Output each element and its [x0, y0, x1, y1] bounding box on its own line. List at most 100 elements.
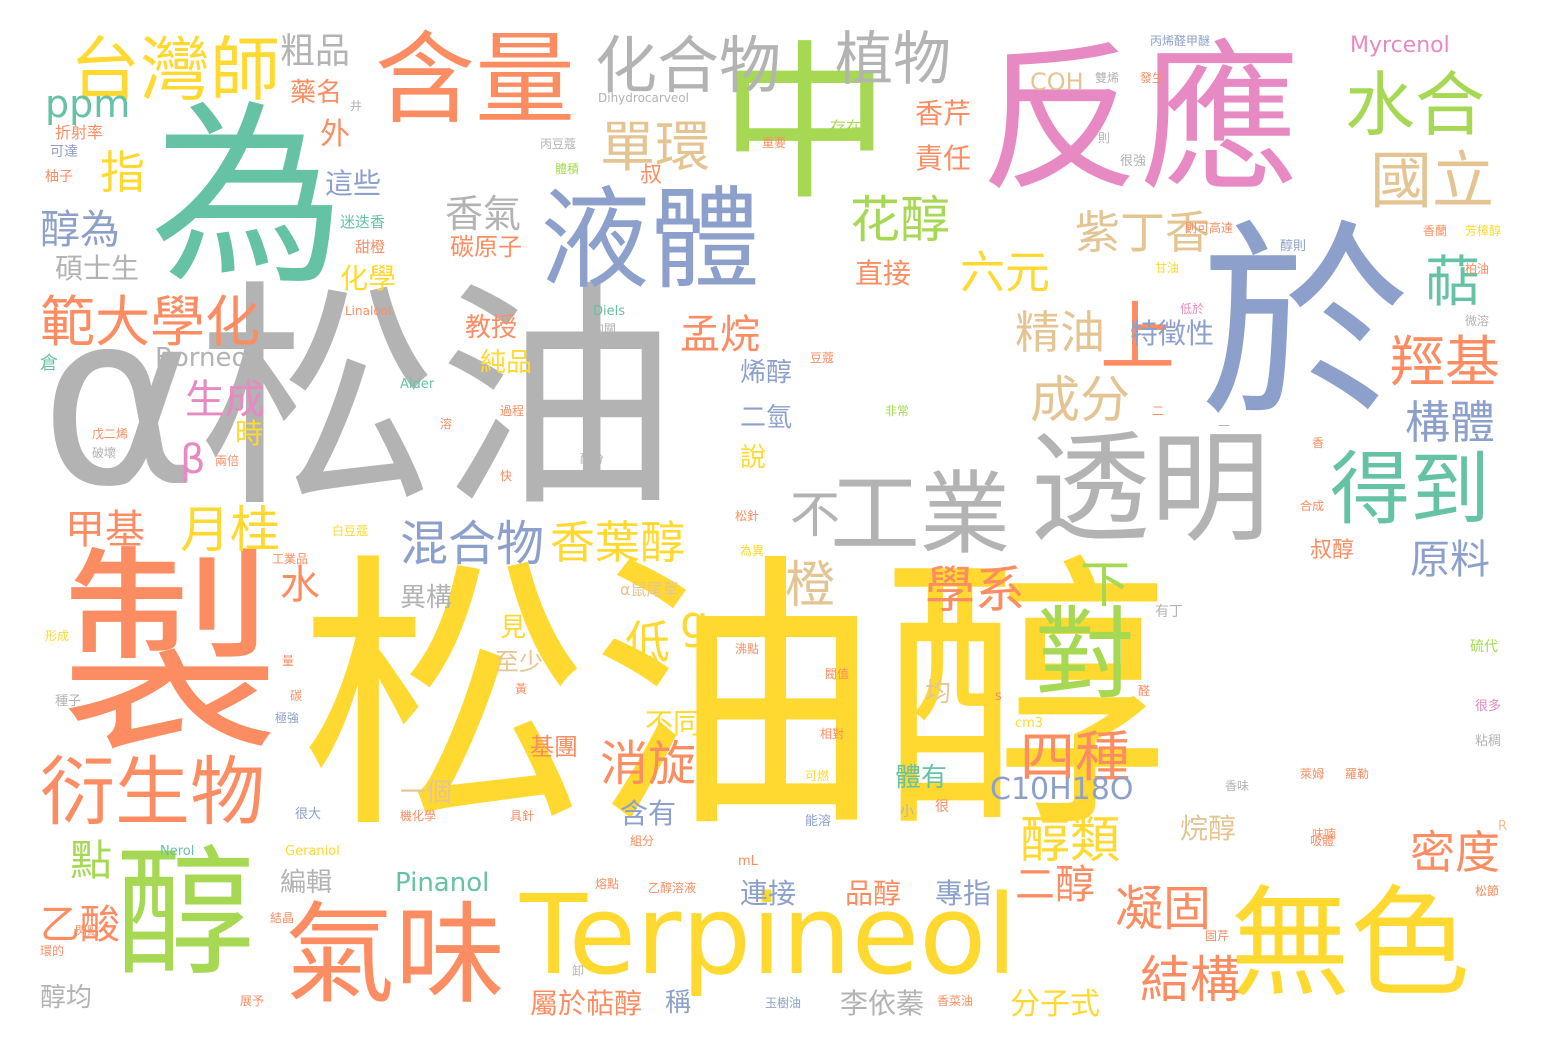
word-liangbei: 兩倍 — [215, 454, 240, 468]
word-taiwanshi: 台灣師 — [70, 29, 280, 111]
word-weirong: 微溶 — [1465, 314, 1490, 328]
word-feidian: 沸點 — [735, 642, 760, 656]
word-baidoukou: 白豆蔻 — [332, 524, 369, 538]
word-huachun: 花醇 — [850, 191, 950, 249]
word-yige: 一個 — [400, 778, 453, 808]
word-shandian: 閃點 — [75, 924, 100, 938]
word-songjie: 松節 — [1475, 884, 1500, 898]
word-xia: 下 — [1080, 556, 1130, 614]
word-qiangji: 羥基 — [1390, 330, 1501, 394]
word-fandaxuehua: 範大學化 — [40, 290, 261, 354]
word-bingdoukou: 丙豆蔻 — [540, 137, 577, 151]
word-cupin: 粗品 — [280, 32, 351, 72]
word-jingyou: 精油 — [1015, 306, 1106, 359]
word-gouti: 構體 — [1405, 396, 1496, 449]
word-baiyou: 柏油 — [1465, 262, 1490, 276]
word-cheng: 橙 — [785, 556, 835, 614]
word-shuoshisheng: 碩士生 — [55, 252, 140, 285]
word-liang: 量 — [282, 654, 295, 668]
word-yeti: 液體 — [540, 176, 760, 304]
word-yigou: 異構 — [400, 583, 453, 613]
word-henduo: 很多 — [1475, 699, 1502, 714]
word-cm3: cm3 — [1015, 716, 1044, 731]
word-rongdian: 熔點 — [595, 877, 620, 891]
word-tiji: 體積 — [555, 162, 580, 176]
word-fazhi: 閥值 — [825, 667, 850, 681]
word-wai: 外 — [320, 117, 350, 152]
word-jiegou: 結構 — [1140, 951, 1240, 1009]
word-jiejing: 結晶 — [270, 911, 295, 925]
word-xianglan: 香蘭 — [1423, 224, 1448, 238]
word-cunzai: 存在 — [830, 118, 863, 137]
word-jiaoshou: 教授 — [465, 313, 518, 343]
word-zhongzi: 種子 — [55, 694, 82, 709]
word-tan: 碳 — [290, 689, 303, 703]
word-zhexie: 這些 — [325, 167, 382, 200]
word-shuchun: 叔醇 — [1310, 538, 1355, 563]
word-r: R — [1498, 819, 1508, 834]
word-cheng2: 稱 — [665, 988, 692, 1018]
word-chunfen: 醇分 — [580, 452, 605, 466]
word-shuyutiechun: 屬於萜醇 — [530, 987, 643, 1020]
word-tiyou: 體有 — [895, 763, 948, 793]
word-xiti: 吸體 — [1310, 834, 1335, 848]
word-g: g — [680, 596, 709, 649]
word-xiangqi: 香氣 — [445, 192, 522, 236]
word-nengrong: 能溶 — [805, 814, 832, 829]
word-fanying: 反應 — [980, 26, 1301, 213]
word-liyizhen: 李依蓁 — [840, 987, 925, 1020]
word-zidingxiang: 紫丁香 — [1075, 206, 1211, 259]
word-zhuanzhi: 專指 — [935, 877, 992, 910]
word-yuegui: 月桂 — [180, 501, 280, 559]
word-yanshengwu: 衍生物 — [40, 748, 266, 836]
word-mengwan: 孟烷 — [680, 312, 760, 358]
word-wuerxi: 戊二烯 — [92, 427, 129, 441]
word-jian: 見 — [500, 613, 527, 643]
word-erqing: 二氫 — [740, 403, 793, 433]
word-wei: 為 — [150, 84, 345, 311]
word-fenzishi: 分子式 — [1010, 987, 1100, 1022]
word-deguan: 的關 — [592, 322, 617, 336]
word-tie: 萜 — [1425, 250, 1481, 314]
word-luole: 羅勒 — [1345, 767, 1370, 781]
word-c10h18o: C10H18O — [990, 772, 1134, 807]
word-jiaji: 甲基 — [65, 507, 145, 553]
word-jituan: 基團 — [530, 733, 578, 761]
word-tiancheng: 甜橙 — [355, 238, 386, 256]
word-chunze: 醇則 — [1280, 239, 1307, 254]
word-diels: Diels — [593, 304, 626, 319]
word-xiang: 香 — [1312, 436, 1325, 450]
word-dedao: 得到 — [1330, 443, 1490, 536]
word-bu: 不 — [790, 486, 840, 544]
word-chun: 醇 — [115, 833, 256, 996]
word-touming: 透明 — [1030, 420, 1270, 559]
word-xingcheng: 形成 — [45, 629, 70, 643]
word-hunhewu: 混合物 — [400, 516, 545, 572]
word-er: 二 — [1152, 404, 1165, 418]
word-sizhong: 四種 — [1020, 725, 1131, 789]
word-alpha-songyou: α松油 — [40, 260, 679, 540]
word-quan: 醛 — [1138, 684, 1151, 698]
word-pohuai: 破壞 — [92, 446, 117, 460]
word-keran: 可燃 — [805, 769, 830, 783]
word-feichang: 非常 — [885, 404, 910, 418]
word-bingxiquanjiami: 丙烯醛甲醚 — [1150, 34, 1211, 48]
word-xuexi: 學系 — [925, 561, 1025, 619]
word-xiangdui: 相對 — [820, 727, 845, 741]
word-gongyepin: 工業品 — [272, 552, 309, 566]
word-dihydrocarveol: Dihydrocarveol — [598, 91, 689, 105]
word-zufen: 組分 — [630, 834, 655, 848]
word-alder: Alder — [400, 377, 435, 392]
word-pinchun: 品醇 — [845, 877, 902, 910]
word-midiexiang: 迷迭香 — [340, 213, 386, 231]
word-ganyou: 甘油 — [1155, 261, 1180, 275]
word-wanchun: 烷醇 — [1180, 812, 1237, 845]
word-hanyou: 含有 — [620, 797, 677, 830]
word-xichun: 烯醇 — [740, 358, 793, 388]
word-zheshelv: 折射率 — [55, 123, 104, 142]
word-di: 低 — [625, 616, 671, 669]
word-erchun: 二醇 — [1015, 862, 1095, 908]
word-songyouchun: 松油醇 — [300, 531, 1170, 868]
word-chunlei: 醇類 — [1020, 811, 1120, 869]
